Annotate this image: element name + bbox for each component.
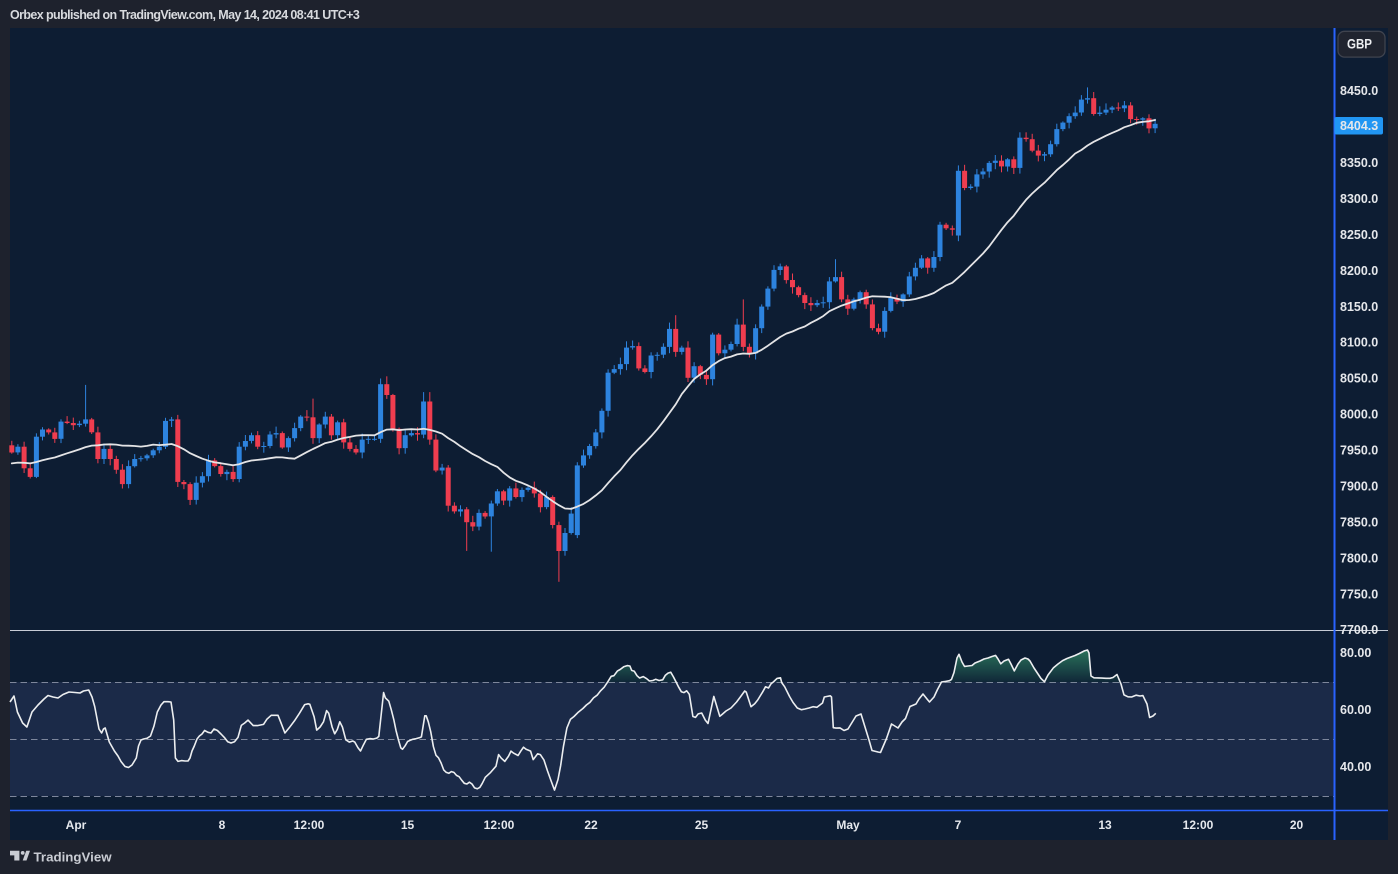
svg-text:8300.0: 8300.0	[1340, 192, 1378, 206]
svg-text:TradingView: TradingView	[34, 850, 113, 865]
svg-text:12:00: 12:00	[1183, 818, 1214, 832]
svg-text:40.00: 40.00	[1340, 760, 1371, 774]
svg-text:8250.0: 8250.0	[1340, 228, 1378, 242]
svg-text:8350.0: 8350.0	[1340, 156, 1378, 170]
svg-text:20: 20	[1290, 818, 1304, 832]
svg-text:7850.0: 7850.0	[1340, 515, 1378, 529]
svg-text:13: 13	[1098, 818, 1112, 832]
svg-text:7950.0: 7950.0	[1340, 444, 1378, 458]
svg-text:8100.0: 8100.0	[1340, 336, 1378, 350]
svg-text:7900.0: 7900.0	[1340, 480, 1378, 494]
svg-text:8150.0: 8150.0	[1340, 300, 1378, 314]
svg-text:Apr: Apr	[66, 818, 87, 832]
svg-text:15: 15	[401, 818, 415, 832]
svg-text:7800.0: 7800.0	[1340, 551, 1378, 565]
svg-text:12:00: 12:00	[484, 818, 515, 832]
svg-text:8050.0: 8050.0	[1340, 372, 1378, 386]
svg-text:7700.0: 7700.0	[1340, 623, 1378, 637]
svg-text:8200.0: 8200.0	[1340, 264, 1378, 278]
svg-text:25: 25	[695, 818, 709, 832]
svg-text:22: 22	[584, 818, 598, 832]
svg-text:8000.0: 8000.0	[1340, 408, 1378, 422]
svg-text:7: 7	[955, 818, 962, 832]
svg-text:60.00: 60.00	[1340, 703, 1371, 717]
svg-text:8: 8	[219, 818, 226, 832]
svg-text:May: May	[836, 818, 860, 832]
svg-text:Orbex published on TradingView: Orbex published on TradingView.com, May …	[10, 8, 360, 22]
svg-text:12:00: 12:00	[294, 818, 325, 832]
svg-text:7750.0: 7750.0	[1340, 587, 1378, 601]
svg-text:80.00: 80.00	[1340, 646, 1371, 660]
svg-text:8450.0: 8450.0	[1340, 84, 1378, 98]
svg-text:GBP: GBP	[1347, 37, 1372, 52]
svg-text:8404.3: 8404.3	[1340, 119, 1378, 133]
